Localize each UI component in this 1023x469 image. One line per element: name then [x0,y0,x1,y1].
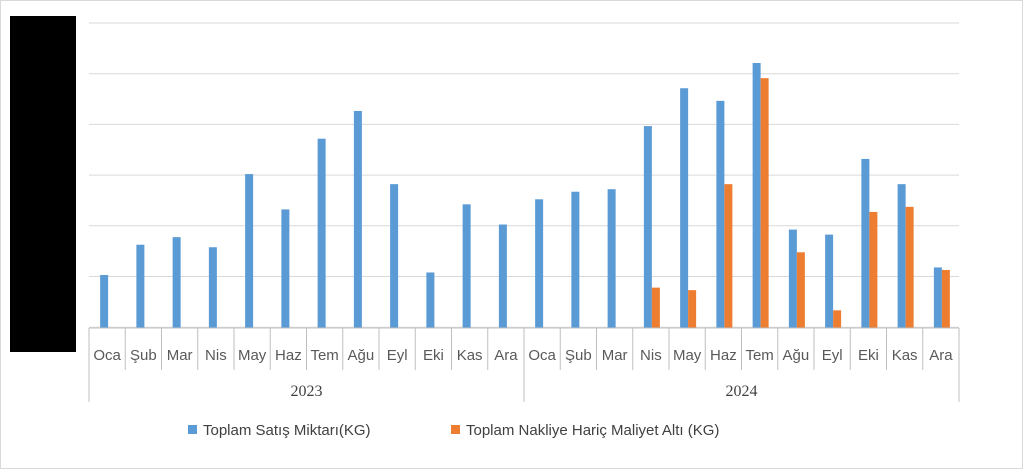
gridlines [89,22,959,328]
x-tick-label: Haz [275,347,302,364]
x-tick-label: Nis [205,347,227,364]
bar-sales-6 [317,138,326,328]
bar-sales-20 [825,234,834,328]
year-label: 2023 [291,383,323,400]
bar-cost-22 [905,206,914,328]
bar-sales-10 [462,204,471,328]
bar-cost-18 [760,78,769,329]
bar-sales-19 [788,229,797,328]
x-tick-label: Şub [565,347,592,364]
bar-cost-19 [796,252,805,328]
bar-sales-22 [897,184,906,328]
legend: Toplam Satış Miktarı(KG) Toplam Nakliye H… [188,422,719,439]
x-tick-label: Nis [640,347,662,364]
bar-sales-14 [607,189,616,328]
bar-sales-23 [933,267,942,328]
legend-label: Toplam Satış Miktarı(KG) [203,422,371,439]
bar-cost-21 [869,211,878,328]
bar-sales-12 [535,199,544,328]
x-tick-label: Ara [494,347,518,364]
redacted-y-axis [10,16,76,352]
bar-sales-1 [136,244,145,328]
bar-sales-15 [643,126,652,328]
x-tick-label: Eyl [822,347,843,364]
bar-sales-0 [100,275,109,328]
bar-sales-16 [680,88,689,328]
legend-label: Toplam Nakliye Hariç Maliyet Altı (KG) [466,422,719,439]
x-tick-label: Oca [93,347,121,364]
year-label: 2024 [726,383,758,400]
bar-sales-5 [281,209,290,328]
x-tick-label: Şub [130,347,157,364]
bars [100,63,950,329]
x-tick-label: Oca [528,347,556,364]
x-tick-label: Mar [167,347,193,364]
bar-sales-3 [208,247,217,328]
x-tick-label: Ağu [783,347,810,364]
x-tick-label: May [673,347,702,364]
bar-sales-13 [571,191,580,328]
x-axis: Oca Şub Mar Nis May Haz Tem Ağu Eyl Eki Kas Ara Oca Ş… [88,327,960,402]
x-tick-label: Eyl [387,347,408,364]
x-tick-label: Eki [423,347,444,364]
bar-sales-9 [426,272,435,328]
x-tick-label: May [238,347,267,364]
x-tick-label: Tem [310,347,338,364]
x-tick-label: Haz [710,347,737,364]
bar-cost-17 [724,184,733,328]
bar-cost-15 [651,287,660,328]
legend-swatch [451,425,460,434]
x-tick-label: Ara [929,347,953,364]
bar-cost-16 [688,290,697,328]
x-tick-label: Kas [457,347,483,364]
bar-sales-17 [716,100,725,328]
x-tick-label: Mar [602,347,628,364]
bar-sales-8 [390,184,399,328]
x-tick-label: Ağu [348,347,375,364]
bar-sales-18 [752,63,761,328]
x-tick-label: Kas [892,347,918,364]
x-tick-label: Tem [745,347,773,364]
bar-cost-23 [941,269,950,328]
bar-cost-20 [833,310,842,328]
x-tick-label: Eki [858,347,879,364]
bar-sales-11 [498,224,507,328]
bar-sales-4 [245,174,254,328]
bar-sales-7 [353,110,362,328]
bar-sales-2 [172,237,181,328]
legend-swatch [188,425,197,434]
bar-sales-21 [861,158,870,328]
